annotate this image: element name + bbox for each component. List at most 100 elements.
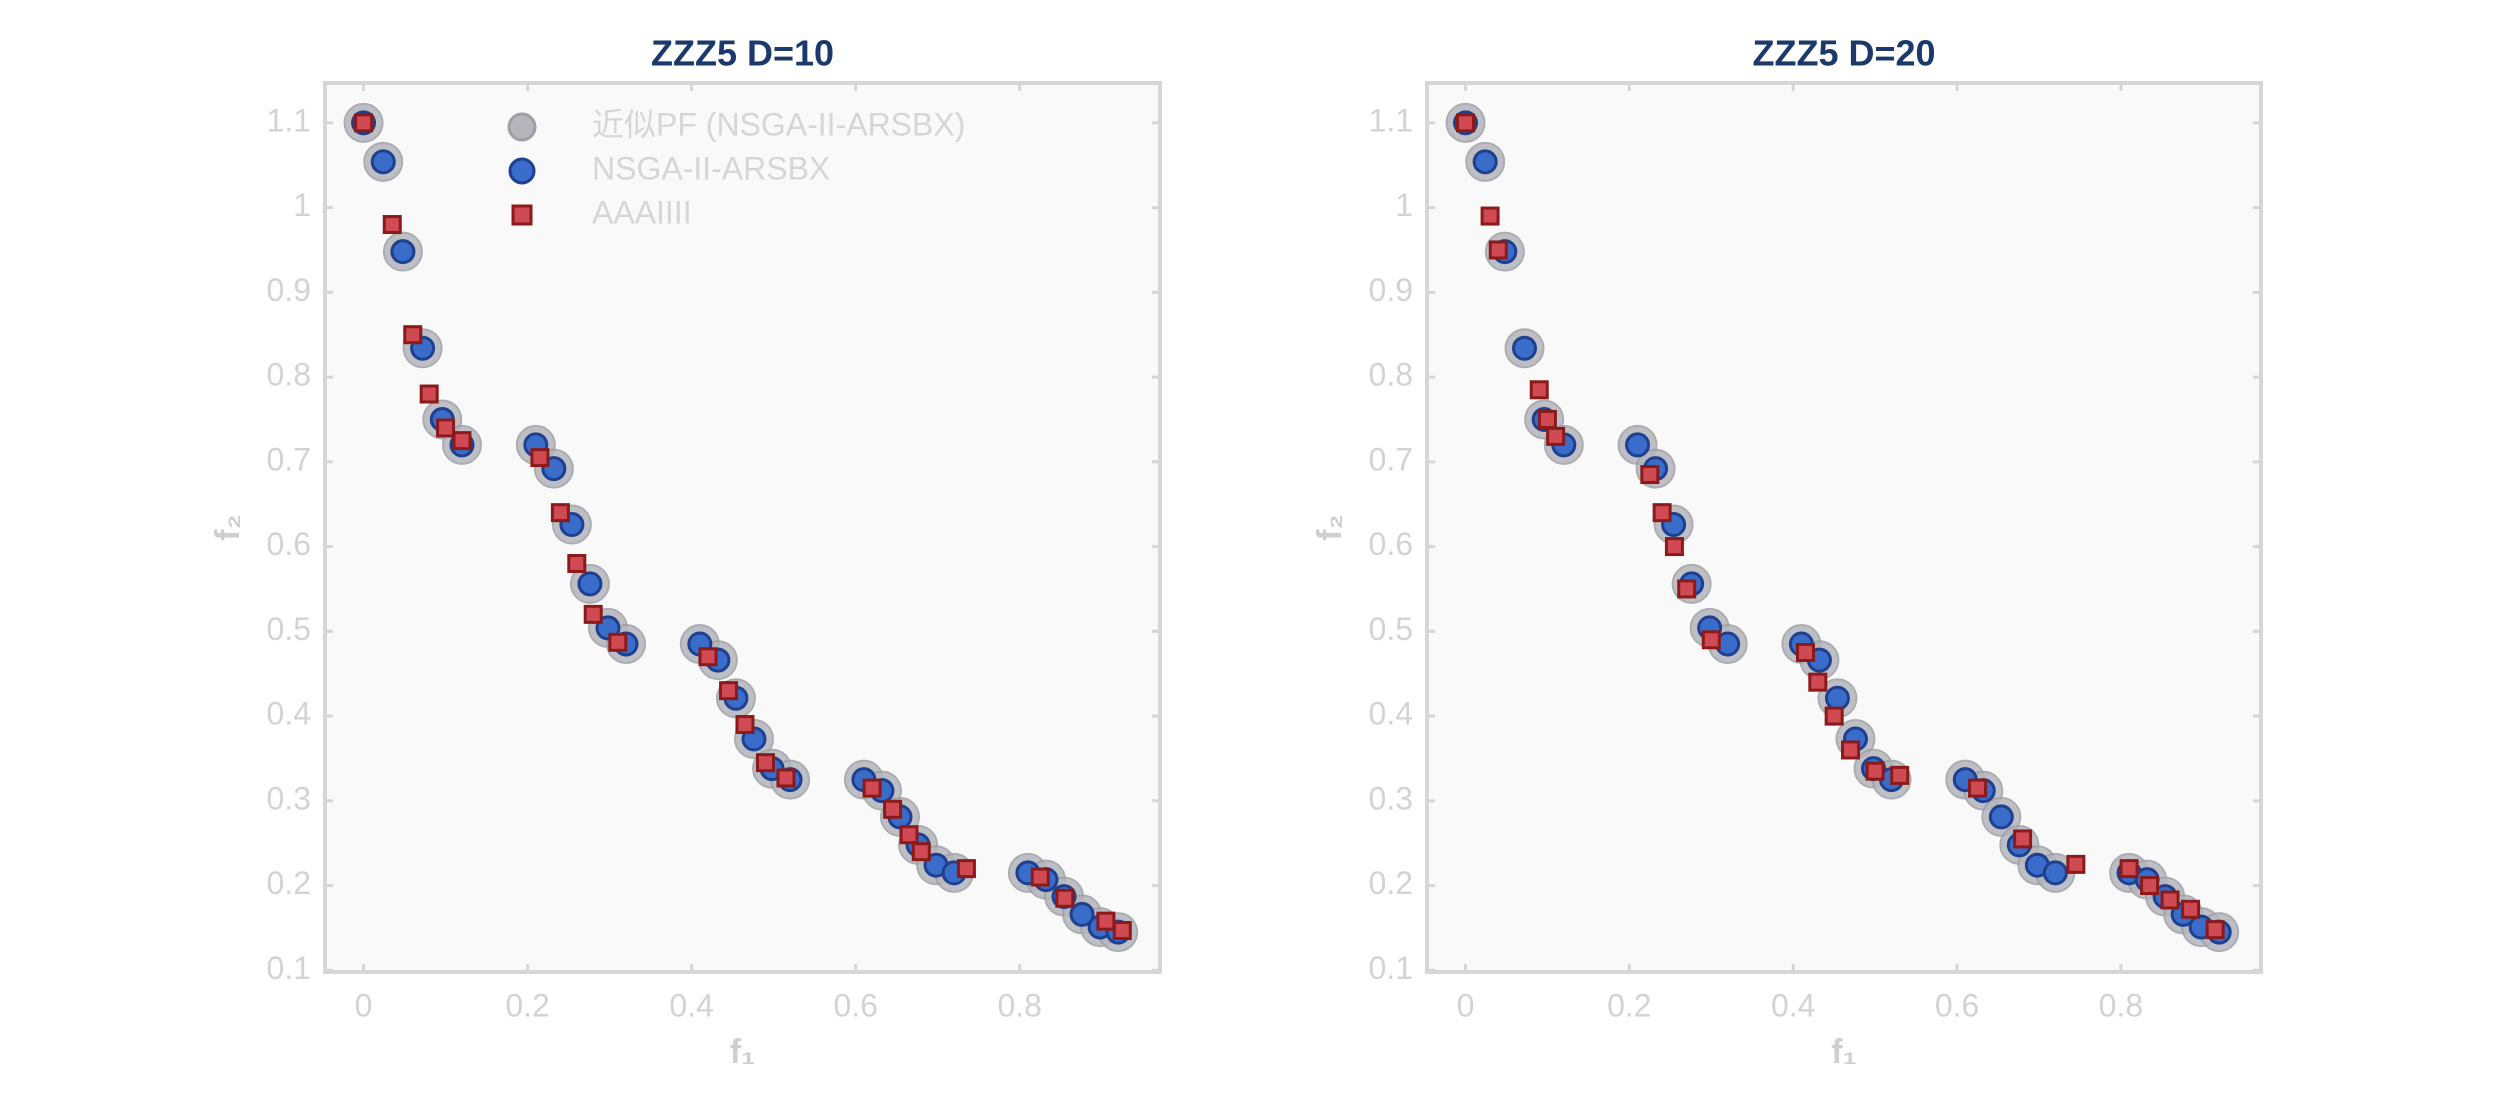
y-tick-label: 0.7 <box>267 441 311 477</box>
data-point <box>577 571 603 597</box>
data-point <box>567 554 587 574</box>
data-point <box>583 604 603 624</box>
data-point <box>2205 920 2225 940</box>
legend-marker <box>507 112 537 142</box>
data-point <box>1701 630 1721 650</box>
x-tick-label: 0.8 <box>2099 987 2143 1023</box>
y-tick-label: 0.1 <box>267 950 311 986</box>
data-point <box>1069 901 1095 927</box>
y-tick-label: 1.1 <box>1369 102 1413 138</box>
data-point <box>2066 854 2086 874</box>
data-point <box>956 859 976 879</box>
data-point <box>1529 380 1549 400</box>
data-point <box>1841 740 1861 760</box>
data-point <box>1968 778 1988 798</box>
data-point <box>1096 911 1116 931</box>
y-tick-label: 0.9 <box>267 272 311 308</box>
data-point <box>1625 432 1651 458</box>
data-point <box>1890 765 1910 785</box>
data-point <box>550 503 570 523</box>
data-point <box>1677 579 1697 599</box>
x-tick-label: 0.2 <box>505 987 549 1023</box>
data-point <box>1488 240 1508 260</box>
data-point <box>2013 829 2033 849</box>
data-point <box>2042 860 2068 886</box>
data-point <box>1112 920 1132 940</box>
data-point <box>2181 899 2201 919</box>
legend-label: NSGA-II-ARSBX <box>592 150 830 186</box>
data-point <box>1511 335 1537 361</box>
y-tick-label: 0.4 <box>267 696 311 732</box>
chart-title: ZZZ5 D=10 <box>651 33 834 74</box>
x-axis-label: f₁ <box>1831 1033 1856 1071</box>
data-point <box>530 448 550 468</box>
y-tick-label: 0.8 <box>267 357 311 393</box>
data-point <box>419 384 439 404</box>
data-point <box>883 799 903 819</box>
y-tick-label: 1 <box>1395 187 1413 223</box>
data-point <box>698 647 718 667</box>
plot-area <box>323 81 1162 974</box>
data-point <box>403 325 423 345</box>
data-point <box>1664 537 1684 557</box>
data-point <box>719 681 739 701</box>
data-point <box>1055 888 1075 908</box>
data-point <box>735 715 755 735</box>
data-point <box>1795 643 1815 663</box>
data-point <box>436 418 456 438</box>
y-tick-label: 0.2 <box>267 865 311 901</box>
x-tick-label: 0 <box>355 987 373 1023</box>
y-tick-label: 0.5 <box>267 611 311 647</box>
data-point <box>1546 426 1566 446</box>
data-point <box>354 113 374 133</box>
data-point <box>370 149 396 175</box>
x-tick-label: 0.4 <box>1771 987 1815 1023</box>
data-point <box>1824 706 1844 726</box>
y-tick-label: 0.9 <box>1369 272 1413 308</box>
data-point <box>2119 859 2139 879</box>
y-tick-label: 0.8 <box>1369 357 1413 393</box>
x-tick-label: 0 <box>1457 987 1475 1023</box>
y-tick-label: 0.1 <box>1369 950 1413 986</box>
y-tick-label: 0.3 <box>1369 780 1413 816</box>
data-point <box>899 825 919 845</box>
y-tick-label: 0.6 <box>267 526 311 562</box>
y-tick-label: 1.1 <box>267 102 311 138</box>
y-tick-label: 0.5 <box>1369 611 1413 647</box>
y-tick-label: 0.6 <box>1369 526 1413 562</box>
data-point <box>862 778 882 798</box>
data-point <box>1472 149 1498 175</box>
data-point <box>1456 113 1476 133</box>
data-point <box>1988 804 2014 830</box>
data-point <box>1640 465 1660 485</box>
data-point <box>776 768 796 788</box>
data-point <box>1480 206 1500 226</box>
plot-area <box>1425 81 2263 974</box>
y-tick-label: 0.3 <box>267 780 311 816</box>
data-point <box>608 632 628 652</box>
y-tick-label: 1 <box>293 187 311 223</box>
legend-marker <box>508 157 536 185</box>
data-point <box>390 239 416 265</box>
legend-label: AAAIIII <box>592 194 692 230</box>
data-point <box>911 842 931 862</box>
y-tick-label: 0.4 <box>1369 696 1413 732</box>
data-point <box>2160 890 2180 910</box>
data-point <box>452 431 472 451</box>
data-point <box>1865 761 1885 781</box>
data-point <box>1824 685 1850 711</box>
data-point <box>1652 503 1672 523</box>
data-point <box>382 215 402 235</box>
legend-marker <box>511 204 533 226</box>
legend-label: 近似PF (NSGA-II-ARSBX) <box>592 106 965 142</box>
data-point <box>755 753 775 773</box>
y-tick-label: 0.7 <box>1369 441 1413 477</box>
x-tick-label: 0.4 <box>669 987 713 1023</box>
x-tick-label: 0.6 <box>833 987 877 1023</box>
y-axis-label: f₂ <box>1311 514 1349 540</box>
data-point <box>1537 409 1557 429</box>
x-tick-label: 0.6 <box>1935 987 1979 1023</box>
chart-title: ZZZ5 D=20 <box>1752 33 1935 74</box>
x-tick-label: 0.8 <box>997 987 1041 1023</box>
